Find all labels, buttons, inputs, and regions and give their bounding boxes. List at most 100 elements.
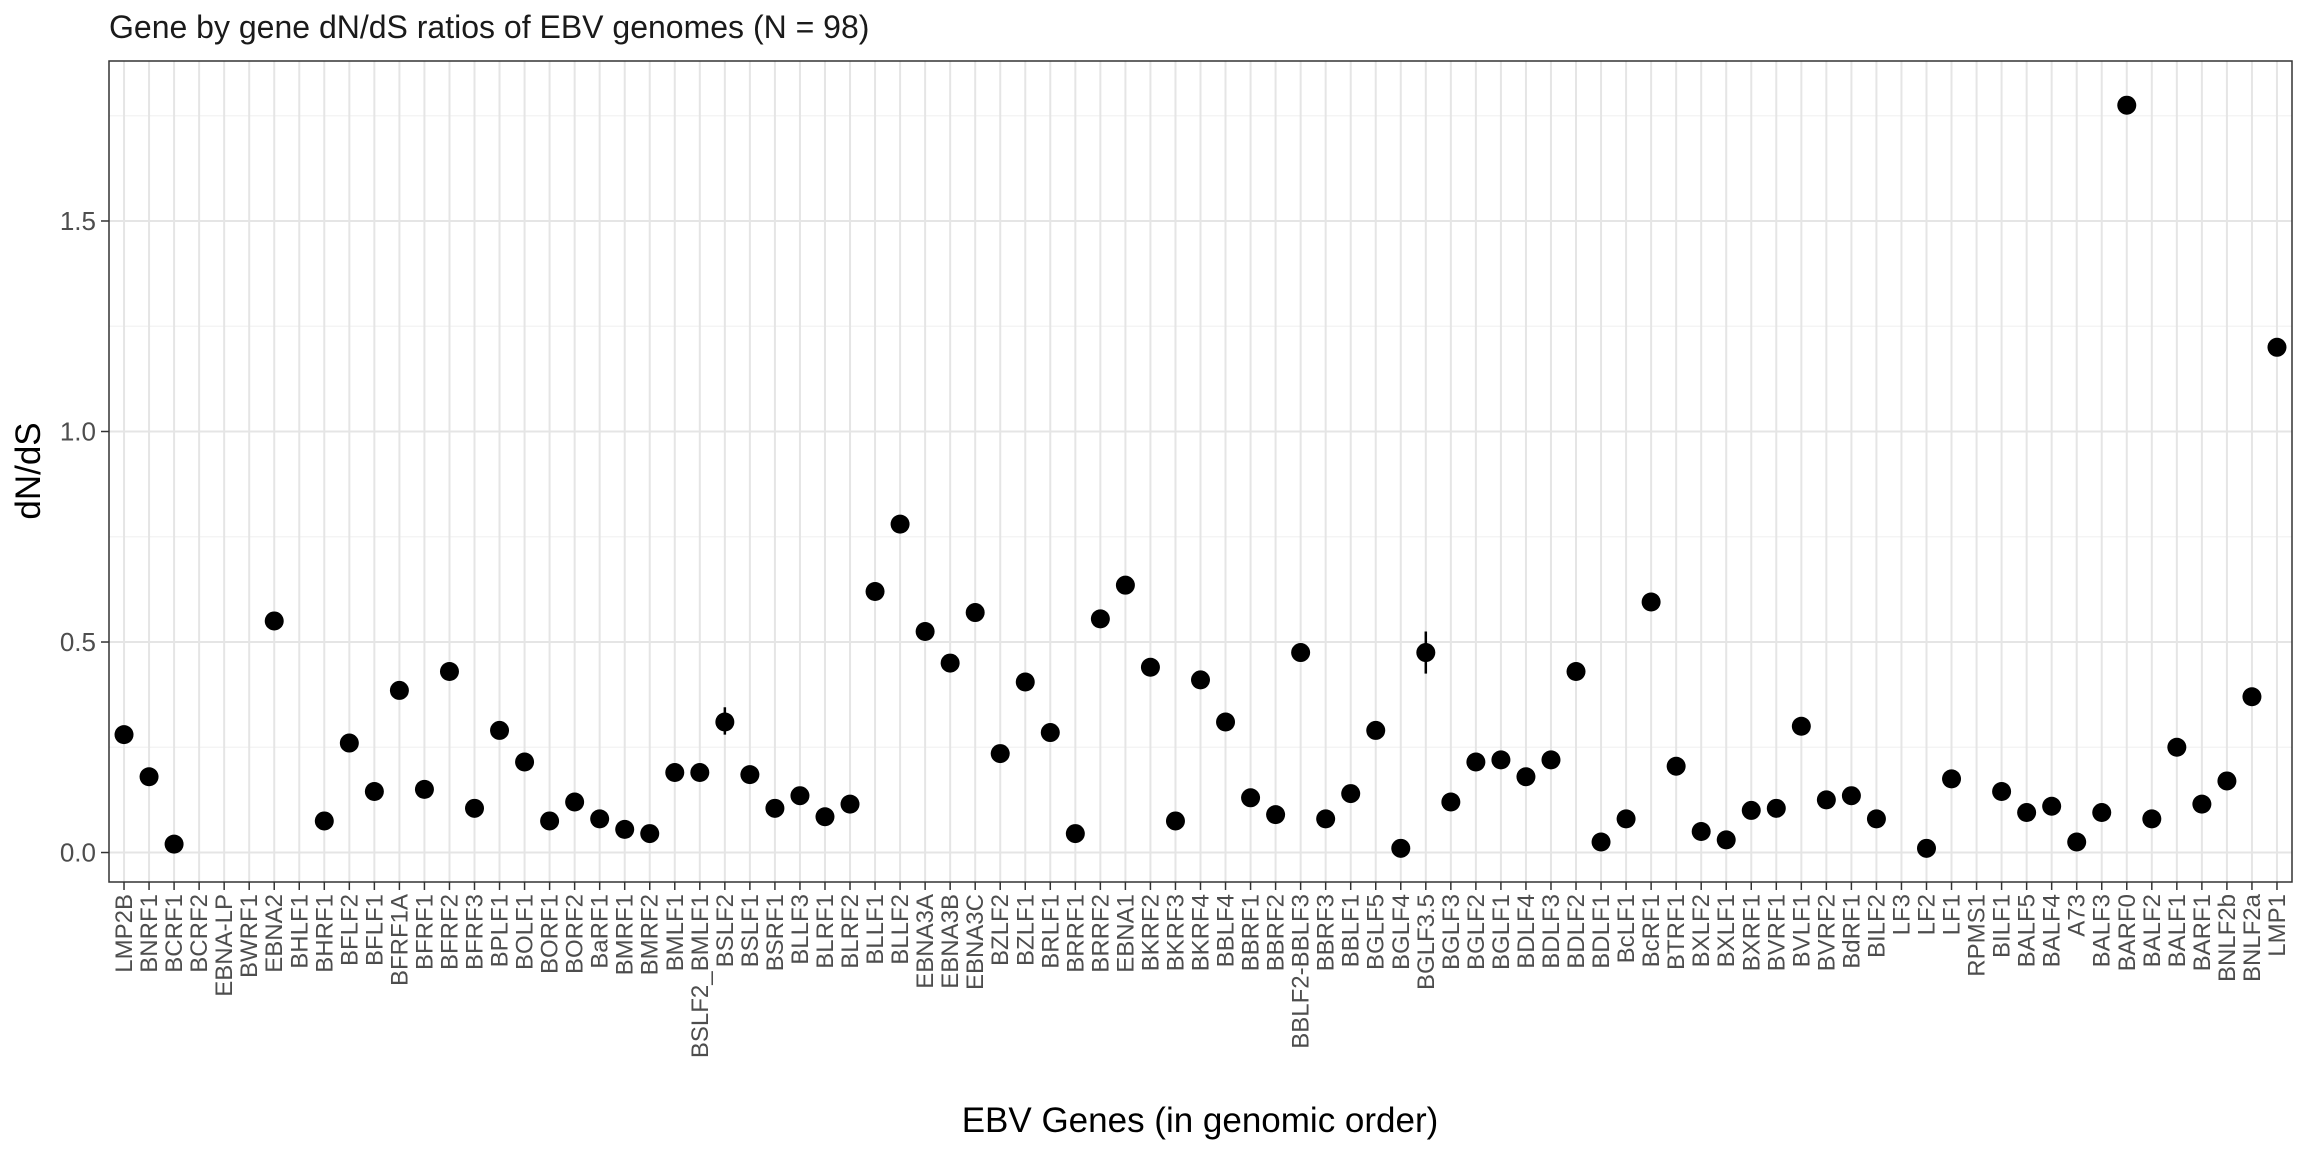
data-point [1516,767,1536,787]
data-point [640,824,660,844]
data-point [1791,716,1811,736]
data-point [940,653,960,673]
data-point [890,514,910,534]
data-point [1866,809,1886,829]
data-point [1816,790,1836,810]
data-point [2017,803,2037,823]
data-point [2042,796,2062,816]
x-tick-label: BNLF2a [2239,893,2266,982]
data-point [1191,670,1210,690]
x-tick-label: BPLF1 [487,894,514,967]
data-point [1992,781,2012,801]
chart-title: Gene by gene dN/dS ratios of EBV genomes… [109,9,869,45]
x-tick-label: BKRF3 [1162,894,1189,971]
data-point [1566,661,1586,681]
x-tick-label: BaRF1 [587,894,614,969]
data-point [2242,687,2262,707]
y-tick-label: 0.5 [60,627,96,657]
data-point [1015,672,1035,692]
data-point [1216,712,1236,732]
x-tick-label: LMP1 [2264,894,2291,957]
x-tick-label: BORF2 [562,894,589,974]
x-tick-label: BARF0 [2114,894,2141,971]
x-tick-label: BMRF1 [612,894,639,975]
data-point [965,603,985,623]
x-tick-label: BLLF2 [887,894,914,965]
data-point [139,767,159,787]
data-point [2142,809,2162,829]
data-point [2217,771,2237,791]
data-point [414,779,434,799]
data-point [1266,805,1286,825]
x-tick-label: BSLF2_BMLF1 [687,894,714,1058]
x-tick-label: BNRF1 [136,894,163,973]
data-point [565,792,585,812]
data-point [439,661,459,681]
x-tick-label: BDLF4 [1513,894,1540,969]
x-tick-label: BLRF1 [812,894,839,969]
x-tick-label: BLLF1 [862,894,889,965]
data-point [2167,737,2187,757]
x-tick-label: LF3 [1888,894,1915,935]
x-tick-label: BALF3 [2089,894,2116,967]
x-tick-label: BALF5 [2014,894,2041,967]
x-tick-label: BXLF1 [1713,894,1740,967]
x-tick-label: BDLF3 [1538,894,1565,969]
data-point [540,811,560,831]
data-point [389,680,409,700]
x-tick-label: LMP2B [111,894,138,973]
x-tick-label: BDLF2 [1563,894,1590,969]
y-tick-label: 1.5 [60,206,96,236]
x-tick-label: BFRF3 [462,894,489,970]
x-tick-label: BdRF1 [1838,894,1865,969]
x-tick-label: BKRF4 [1188,894,1215,971]
y-tick-label: 0.0 [60,838,96,868]
x-tick-label: BcRF1 [1638,894,1665,967]
x-tick-label: BBRF2 [1263,894,1290,971]
x-tick-label: BBRF1 [1238,894,1265,971]
data-point [1466,752,1486,772]
data-point [590,809,610,829]
data-point [1040,723,1060,743]
x-tick-label: BXLF2 [1688,894,1715,967]
data-point [1416,643,1436,663]
x-tick-label: BLLF3 [787,894,814,965]
data-point [865,581,885,601]
data-point [1766,798,1786,818]
data-point [164,834,184,854]
x-axis-ticks: LMP2BBNRF1BCRF1BCRF2EBNA-LPBWRF1EBNA2BHL… [111,882,2291,1058]
x-tick-label: BZLF2 [987,894,1014,966]
x-axis-title: EBV Genes (in genomic order) [962,1101,1439,1140]
data-point [690,763,710,783]
x-tick-label: BBLF2-BBLF3 [1288,894,1315,1049]
data-point [264,611,284,631]
data-point [1666,756,1686,776]
data-point [2192,794,2212,814]
major-gridlines [109,61,2292,882]
x-tick-label: BTRF1 [1663,894,1690,970]
data-point [114,725,134,745]
data-point [1541,750,1561,770]
data-point [815,807,835,827]
data-point [1441,792,1461,812]
data-point [1491,750,1511,770]
x-tick-label: BCRF1 [161,894,188,973]
x-tick-label: BVLF1 [1788,894,1815,967]
x-tick-label: EBNA-LP [211,894,238,997]
x-tick-label: BDLF1 [1588,894,1615,969]
y-axis-ticks: 0.0 0.5 1.0 1.5 [60,206,109,868]
x-tick-label: BALF2 [2139,894,2166,967]
x-tick-label: BMRF2 [637,894,664,975]
x-tick-label: BGLF3 [1438,894,1465,970]
data-point [1391,838,1411,858]
data-point [1241,788,1261,808]
x-tick-label: EBNA1 [1112,894,1139,973]
x-tick-label: LF2 [1913,894,1940,935]
data-point [1591,832,1611,852]
data-point [364,781,384,801]
y-axis-title: dN/dS [9,422,48,519]
data-point [1115,575,1135,595]
x-tick-label: BALF4 [2039,894,2066,967]
x-tick-label: BOLF1 [512,894,539,970]
data-point [990,744,1010,764]
